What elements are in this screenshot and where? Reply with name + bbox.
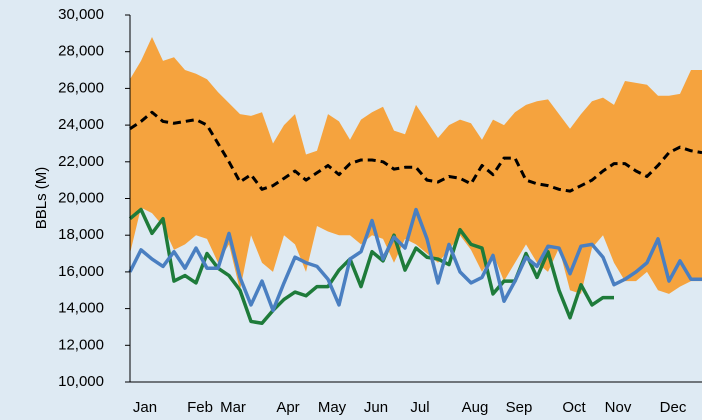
- x-tick-label: Mar: [220, 399, 246, 416]
- x-tick-label: Aug: [462, 399, 489, 416]
- x-tick-label: Oct: [562, 399, 586, 416]
- y-tick-label: 14,000: [58, 300, 104, 317]
- data-line: [128, 207, 614, 326]
- average-line: [129, 110, 702, 193]
- data-line: [128, 207, 702, 313]
- x-tick-label: May: [318, 399, 347, 416]
- x-tick-label: Jul: [410, 399, 429, 416]
- y-tick-label: 10,000: [58, 373, 104, 390]
- y-tick-label: 30,000: [58, 6, 104, 23]
- y-tick-label: 18,000: [58, 226, 104, 243]
- y-tick-label: 26,000: [58, 79, 104, 96]
- y-tick-label: 24,000: [58, 116, 104, 133]
- y-tick-label: 12,000: [58, 336, 104, 353]
- y-tick-label: 28,000: [58, 43, 104, 60]
- y-tick-label: 20,000: [58, 189, 104, 206]
- y-tick-label: 22,000: [58, 153, 104, 170]
- y-tick-label: 16,000: [58, 263, 104, 280]
- x-tick-label: Jun: [364, 399, 388, 416]
- x-tick-label: Dec: [660, 399, 687, 416]
- y-axis-label: BBLs (M): [33, 167, 50, 230]
- x-tick-label: Jan: [133, 399, 157, 416]
- x-tick-label: Nov: [605, 399, 632, 416]
- x-tick-label: Feb: [187, 399, 213, 416]
- x-tick-label: Apr: [276, 399, 299, 416]
- range-band: [130, 37, 702, 294]
- x-tick-label: Sep: [506, 399, 533, 416]
